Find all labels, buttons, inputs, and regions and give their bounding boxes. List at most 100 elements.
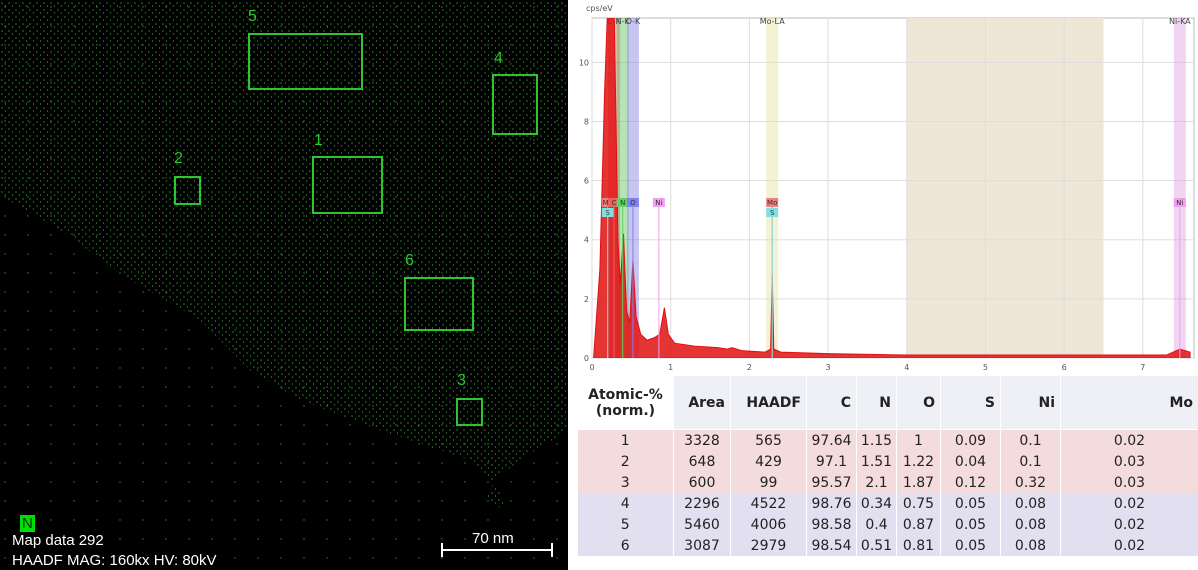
peak-box bbox=[766, 208, 779, 217]
table-cell: 0.32 bbox=[1000, 472, 1061, 493]
element-badge: N bbox=[20, 515, 35, 532]
y-tick-label: 2 bbox=[584, 295, 589, 304]
table-cell: 1 bbox=[577, 429, 674, 451]
peak-marker: N bbox=[616, 198, 629, 358]
element-line-label: Mo-LA bbox=[760, 17, 785, 26]
table-cell: 0.08 bbox=[1000, 514, 1061, 535]
table-cell: 0.75 bbox=[896, 493, 941, 514]
peak-marker: C bbox=[608, 198, 621, 358]
table-cell: 4522 bbox=[730, 493, 807, 514]
peak-box bbox=[601, 198, 614, 207]
peak-marker: Ni bbox=[652, 198, 665, 358]
y-tick-label: 0 bbox=[584, 354, 589, 363]
region-label: 6 bbox=[405, 252, 414, 269]
table-cell: 5460 bbox=[673, 514, 731, 535]
table-cell: 429 bbox=[730, 451, 807, 472]
table-row: 3 600 99 95.57 2.1 1.87 0.12 0.32 0.03 bbox=[577, 472, 1198, 493]
x-tick-label: 1 bbox=[668, 363, 673, 372]
table-cell: 98.76 bbox=[806, 493, 857, 514]
table-cell: 6 bbox=[577, 535, 674, 556]
table-cell: 0.03 bbox=[1060, 451, 1198, 472]
x-tick-label: 7 bbox=[1140, 363, 1145, 372]
x-tick-label: 2 bbox=[747, 363, 752, 372]
table-cell: 4 bbox=[577, 493, 674, 514]
x-tick-label: 0 bbox=[589, 363, 594, 372]
peak-box bbox=[626, 198, 639, 207]
table-cell: 600 bbox=[673, 472, 731, 493]
column-header: O bbox=[896, 375, 941, 430]
region-label: 1 bbox=[314, 132, 323, 149]
table-cell: 0.05 bbox=[940, 514, 1001, 535]
peak-box bbox=[601, 208, 614, 217]
table-cell: 95.57 bbox=[806, 472, 857, 493]
table-cell: 98.54 bbox=[806, 535, 857, 556]
column-header: Mo bbox=[1060, 375, 1198, 430]
table-row: 6 3087 2979 98.54 0.51 0.81 0.05 0.08 0.02 bbox=[577, 535, 1198, 556]
table-cell: 0.08 bbox=[1000, 493, 1061, 514]
table-cell: 0.02 bbox=[1060, 429, 1198, 451]
region-label: 3 bbox=[457, 372, 466, 389]
y-tick-label: 4 bbox=[584, 236, 589, 245]
peak-label: N bbox=[620, 199, 625, 207]
table-cell: 0.4 bbox=[856, 514, 897, 535]
table-cell: 0.1 bbox=[1000, 429, 1061, 451]
table-row: 1 3328 565 97.64 1.15 1 0.09 0.1 0.02 bbox=[577, 429, 1198, 451]
map-caption: Map data 292 bbox=[12, 532, 104, 549]
element-band bbox=[1173, 18, 1186, 358]
scale-label: 70 nm bbox=[472, 530, 514, 547]
table-cell: 3 bbox=[577, 472, 674, 493]
table-cell: 0.81 bbox=[896, 535, 941, 556]
table-row: 2 648 429 97.1 1.51 1.22 0.04 0.1 0.03 bbox=[577, 451, 1198, 472]
peak-box bbox=[652, 198, 665, 207]
table-cell: 1.51 bbox=[856, 451, 897, 472]
results-table: Atomic-% (norm.) Area HAADF C N O S Ni Mo 1 3328 56… bbox=[577, 375, 1198, 556]
peak-marker: O bbox=[626, 198, 639, 358]
table-cell: 0.09 bbox=[940, 429, 1001, 451]
peak-label: C bbox=[612, 199, 617, 207]
element-line-label: O-K bbox=[626, 17, 641, 26]
table-cell: 0.05 bbox=[940, 493, 1001, 514]
peak-label: S bbox=[606, 209, 611, 217]
table-cell: 3087 bbox=[673, 535, 731, 556]
peak-box bbox=[616, 198, 629, 207]
x-tick-label: 3 bbox=[826, 363, 831, 372]
column-header: S bbox=[940, 375, 1001, 430]
table-cell: 565 bbox=[730, 429, 807, 451]
element-band bbox=[766, 18, 779, 358]
table-cell: 4006 bbox=[730, 514, 807, 535]
y-tick-label: 10 bbox=[579, 58, 589, 67]
region-label: 4 bbox=[494, 50, 503, 67]
table-cell: 98.58 bbox=[806, 514, 857, 535]
table-cell: 1.22 bbox=[896, 451, 941, 472]
peak-label: Ni bbox=[655, 199, 662, 207]
table-cell: 0.05 bbox=[940, 535, 1001, 556]
peak-box bbox=[766, 198, 779, 207]
element-line-label: N-K bbox=[616, 17, 631, 26]
peak-marker: S bbox=[766, 208, 779, 358]
column-header: N bbox=[856, 375, 897, 430]
table-cell: 0.34 bbox=[856, 493, 897, 514]
element-band bbox=[626, 18, 639, 358]
region-label: 2 bbox=[174, 150, 183, 167]
table-cell: 0.1 bbox=[1000, 451, 1061, 472]
table-cell: 1.15 bbox=[856, 429, 897, 451]
column-header: HAADF bbox=[730, 375, 807, 430]
table-cell: 5 bbox=[577, 514, 674, 535]
table-cell: 3328 bbox=[673, 429, 731, 451]
table-cell: 0.02 bbox=[1060, 493, 1198, 514]
peak-label: O bbox=[630, 199, 636, 207]
y-tick-label: 8 bbox=[584, 117, 589, 126]
peak-box bbox=[1173, 198, 1186, 207]
y-axis-label: cps/eV bbox=[586, 4, 613, 13]
peak-box bbox=[608, 198, 621, 207]
table-cell: 1.87 bbox=[896, 472, 941, 493]
eds-map: 5 4 1 2 6 3 N Map data 292 HAADF MAG: 16… bbox=[0, 0, 568, 570]
table-cell: 0.12 bbox=[940, 472, 1001, 493]
peak-label: Ni bbox=[1176, 199, 1183, 207]
table-cell: 0.08 bbox=[1000, 535, 1061, 556]
table-cell: 0.03 bbox=[1060, 472, 1198, 493]
table-cell: 0.87 bbox=[896, 514, 941, 535]
table-cell: 97.64 bbox=[806, 429, 857, 451]
region-label: 5 bbox=[248, 8, 257, 25]
peak-label: S bbox=[770, 209, 775, 217]
